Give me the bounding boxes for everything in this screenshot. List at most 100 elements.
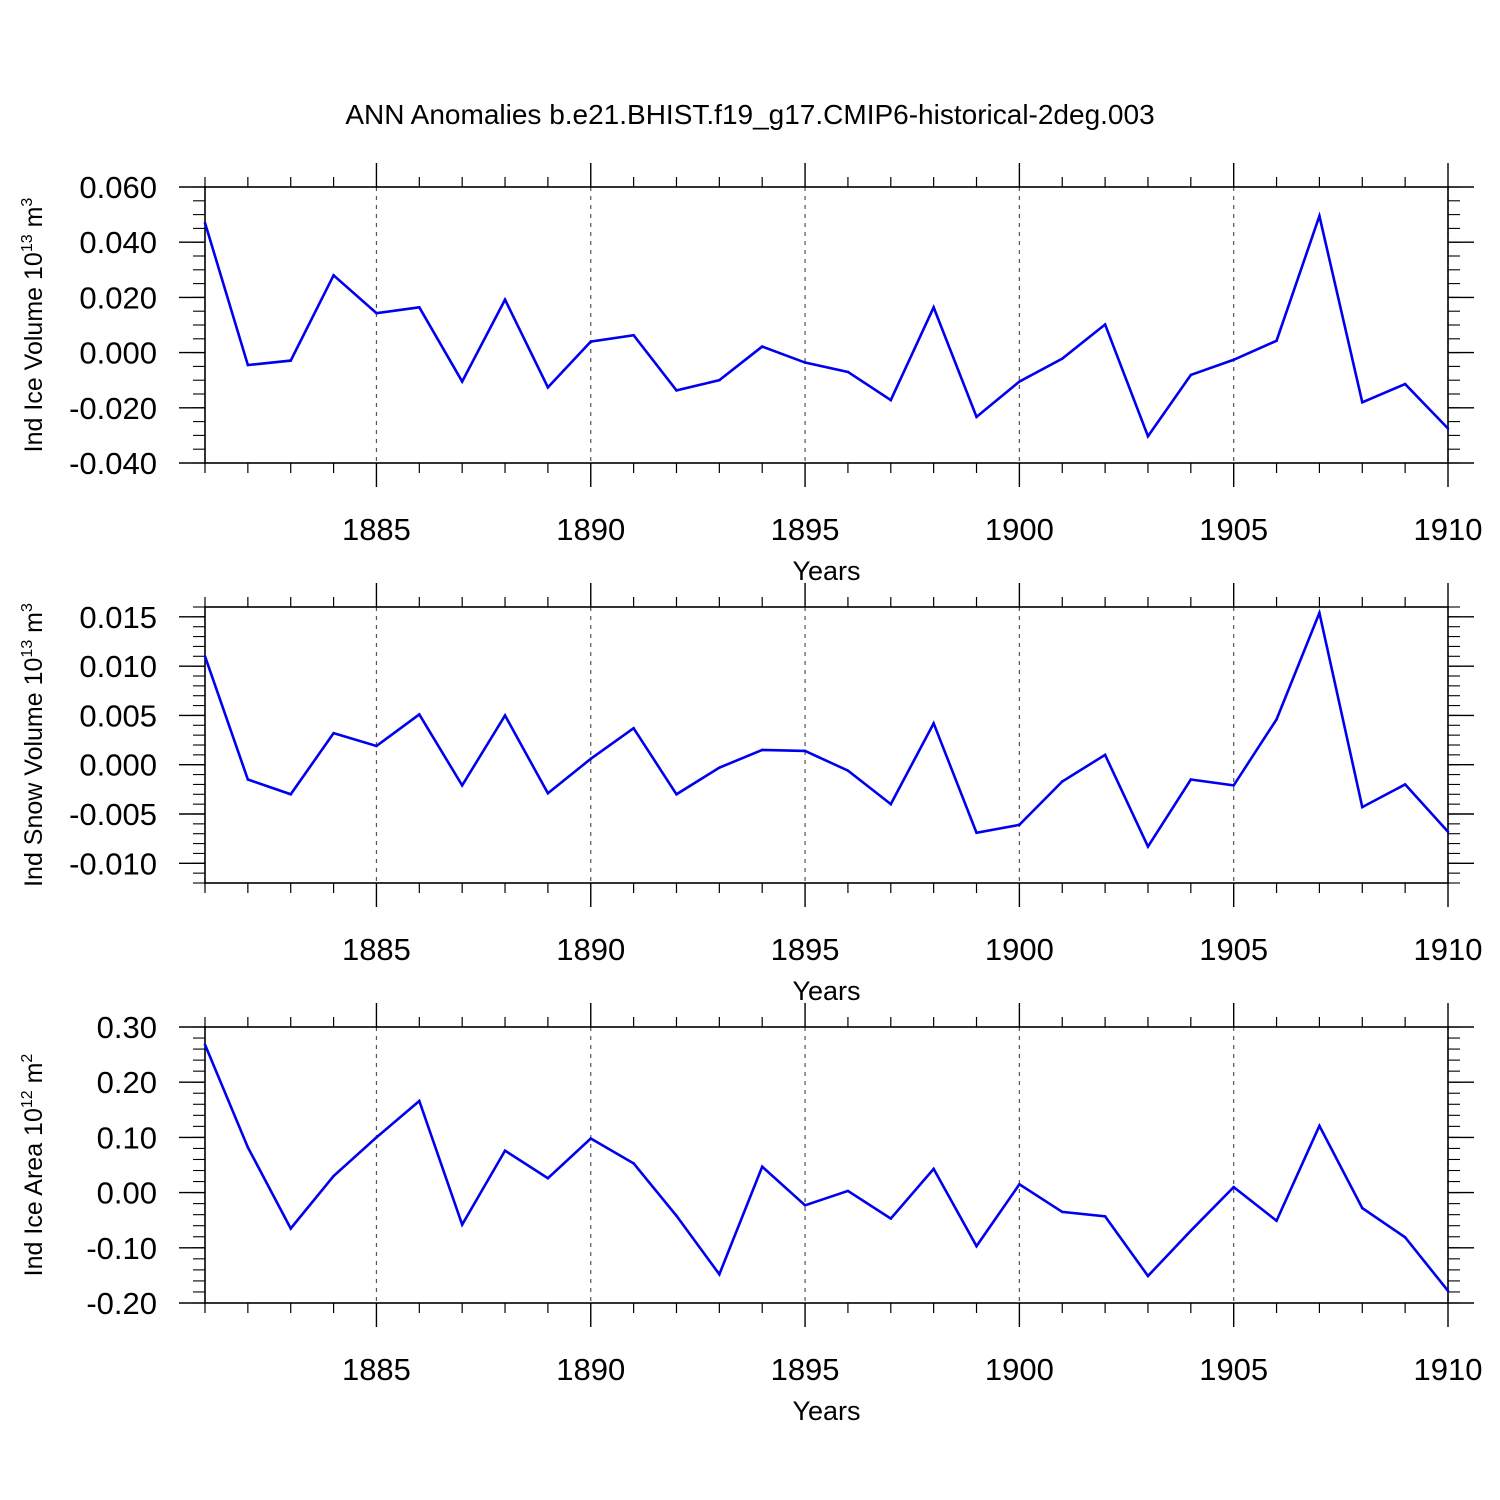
data-point (1103, 323, 1107, 326)
data-point (803, 361, 807, 364)
data-point (889, 398, 893, 402)
data-point (289, 792, 293, 796)
data-point (375, 311, 378, 315)
y-tick-label: -0.10 (86, 1231, 157, 1266)
x-tick-label: 1905 (1199, 1352, 1268, 1387)
y-axis-label-part: Ind Snow Volume 10 (20, 658, 48, 887)
x-tick-label: 1895 (771, 1352, 840, 1387)
y-tick-label: 0.040 (79, 225, 157, 260)
data-point (1146, 845, 1150, 848)
data-point (975, 831, 978, 835)
y-axis-label-part: Ind Ice Volume 10 (20, 252, 48, 452)
data-point (1446, 427, 1450, 430)
data-point (203, 1043, 207, 1046)
y-axis-label-superscript: 13 (19, 234, 36, 252)
x-tick-label: 1900 (985, 932, 1054, 967)
data-point (203, 221, 207, 225)
data-point (1403, 783, 1407, 786)
y-tick-label: -0.20 (86, 1286, 157, 1321)
data-point (203, 654, 207, 658)
data-point (1318, 1124, 1321, 1128)
y-tick-label: 0.10 (97, 1120, 157, 1155)
series-line-1 (203, 211, 1449, 439)
data-point (1060, 357, 1064, 360)
panels: 1885 1890 1895 1900 1905 1910 0.060 0.040 0.020 0… (19, 163, 1482, 1426)
x-tick-label: 1895 (771, 512, 840, 547)
data-point (760, 1165, 764, 1168)
plot-frame (204, 1026, 1449, 1304)
x-tick-label: 1905 (1199, 932, 1268, 967)
y-axis-label-part: m (20, 612, 48, 640)
x-tick-label: 1885 (342, 512, 411, 547)
data-point (589, 757, 593, 761)
x-axis-label: Years (792, 556, 860, 586)
y-tick-label: 0.010 (79, 649, 157, 684)
x-axis-label: Years (792, 976, 860, 1006)
data-point (1103, 1215, 1107, 1218)
data-point (1360, 805, 1364, 809)
y-tick-label: 0.060 (79, 170, 157, 205)
x-axis-label: Years (792, 1396, 860, 1426)
data-point (289, 359, 293, 362)
data-point (1275, 1219, 1278, 1223)
data-point (503, 714, 507, 717)
x-tick-label: 1905 (1199, 512, 1268, 547)
x-tick-label: 1910 (1414, 932, 1483, 967)
data-point (460, 380, 464, 383)
y-tick-label: 0.00 (97, 1176, 157, 1211)
data-point (332, 274, 335, 277)
data-point (718, 766, 721, 769)
data-point (1360, 400, 1364, 404)
data-point (975, 1244, 978, 1248)
data-point (246, 778, 250, 781)
x-tick-label: 1885 (342, 932, 411, 967)
y-tick-label: -0.010 (69, 846, 157, 881)
y-tick-label: 0.30 (97, 1010, 157, 1045)
data-point (418, 1099, 421, 1103)
y-axis-label: Ind Ice Area 1012 m2 (19, 1054, 48, 1277)
data-point (460, 1223, 464, 1226)
y-tick-label: -0.040 (69, 446, 157, 481)
data-point (418, 713, 421, 716)
data-point (1018, 380, 1021, 383)
data-point (1232, 1185, 1235, 1189)
data-point (932, 1167, 935, 1171)
data-point (546, 1176, 550, 1180)
series-line-1 (203, 1044, 1450, 1292)
data-point (760, 345, 764, 348)
data-point (503, 298, 507, 301)
data-point (632, 1162, 635, 1165)
data-point (1189, 1229, 1193, 1232)
chart-panel-1: 1885 1890 1895 1900 1905 1910 0.060 0.040 0.020 0… (19, 163, 1482, 586)
y-axis-label-superscript: 3 (19, 603, 36, 612)
y-axis-label-superscript: 3 (19, 198, 36, 207)
y-axis-label-superscript: 13 (19, 640, 36, 658)
data-point (1189, 373, 1193, 377)
data-point (1146, 1274, 1150, 1278)
data-point (289, 1227, 293, 1230)
data-point (1318, 611, 1321, 615)
data-point (589, 340, 593, 343)
data-point (1275, 339, 1278, 343)
data-point (1275, 718, 1278, 721)
y-axis-label-part: Ind Ice Area 10 (20, 1108, 48, 1276)
data-point (1403, 1236, 1407, 1239)
x-tick-label: 1890 (556, 512, 625, 547)
data-point (932, 306, 935, 309)
data-point (1318, 214, 1321, 218)
data-point (1403, 382, 1407, 386)
data-point (846, 370, 850, 374)
x-tick-label: 1910 (1414, 512, 1483, 547)
y-tick-label: 0.015 (79, 600, 157, 635)
data-point (503, 1149, 507, 1152)
x-tick-label: 1895 (771, 932, 840, 967)
data-point (1360, 1206, 1364, 1210)
data-point (889, 802, 893, 806)
y-axis-label-part: m (20, 1063, 48, 1091)
x-tick-label: 1890 (556, 932, 625, 967)
y-tick-label: 0.000 (79, 336, 157, 371)
data-point (846, 769, 850, 772)
data-point (546, 792, 550, 795)
